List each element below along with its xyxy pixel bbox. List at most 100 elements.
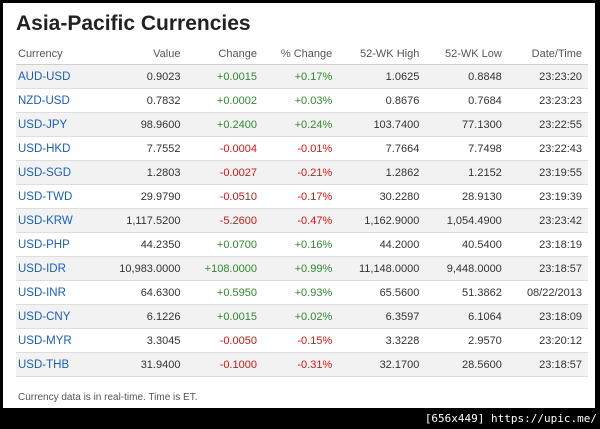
- low-cell: 77.1300: [462, 118, 502, 131]
- currency-pair-link[interactable]: USD-IDR: [18, 262, 66, 275]
- table-row: USD-JPY 98.9600 +0.2400 +0.24% 103.7400 77.13…: [16, 112, 588, 137]
- value-cell-container: 1.2803: [98, 160, 187, 185]
- table-row: NZD-USD 0.7832 +0.0002 +0.03% 0.8676 0.7684 23…: [16, 88, 588, 113]
- pct-change-cell-container: +0.93%: [262, 280, 339, 305]
- datetime-cell: 23:19:55: [539, 166, 582, 179]
- currency-pair-link[interactable]: USD-CNY: [18, 310, 71, 323]
- currency-pair-link-container: USD-MYR: [16, 328, 99, 353]
- datetime-cell: 23:18:09: [539, 310, 582, 323]
- value-cell-container: 44.2350: [98, 232, 187, 257]
- value-cell: 0.7832: [146, 94, 181, 107]
- high-cell: 44.2000: [379, 238, 420, 251]
- currency-pair-link-container: USD-CNY: [16, 304, 99, 329]
- value-cell: 7.7552: [146, 142, 181, 155]
- col-52wk-low-header: 52-WK Low: [425, 43, 508, 65]
- currency-pair-link[interactable]: AUD-USD: [18, 70, 71, 83]
- pct-change-cell: +0.16%: [294, 238, 333, 251]
- pct-change-cell: +0.99%: [294, 262, 333, 275]
- pct-change-cell: -0.31%: [297, 358, 333, 371]
- datetime-cell-container: 23:18:57: [507, 352, 588, 377]
- high-cell: 32.1700: [379, 358, 420, 371]
- currency-pair-link-container: USD-INR: [16, 280, 99, 305]
- pct-change-cell-container: -0.21%: [262, 160, 339, 185]
- pct-change-cell-container: -0.01%: [262, 136, 339, 161]
- low-cell: 51.3862: [462, 286, 502, 299]
- high-cell: 30.2280: [379, 190, 420, 203]
- currency-pair-link-container: USD-IDR: [16, 256, 99, 281]
- pct-change-cell: -0.17%: [297, 190, 333, 203]
- pct-change-cell: +0.03%: [294, 94, 333, 107]
- change-cell-container: -0.0510: [186, 184, 263, 209]
- change-cell: -0.0027: [219, 166, 257, 179]
- datetime-cell: 23:20:12: [539, 334, 582, 347]
- datetime-cell: 23:22:43: [539, 142, 582, 155]
- low-cell-container: 51.3862: [425, 280, 508, 305]
- currency-pair-link[interactable]: USD-JPY: [18, 118, 68, 131]
- high-cell: 3.3228: [385, 334, 420, 347]
- value-cell-container: 0.7832: [98, 88, 187, 113]
- currency-pair-link-container: USD-PHP: [16, 232, 99, 257]
- high-cell-container: 65.5600: [338, 280, 426, 305]
- change-cell: -5.2600: [219, 214, 257, 227]
- change-cell: -0.1000: [219, 358, 257, 371]
- value-cell-container: 10,983.0000: [98, 256, 187, 281]
- change-cell-container: +108.0000: [186, 256, 263, 281]
- table-row: USD-TWD 29.9790 -0.0510 -0.17% 30.2280 28.913…: [16, 184, 588, 209]
- change-cell-container: +0.0015: [186, 64, 263, 89]
- currency-table: Currency Value Change % Change 52-WK Hig…: [16, 43, 588, 377]
- currency-pair-link[interactable]: USD-INR: [18, 286, 66, 299]
- low-cell: 0.8848: [468, 70, 502, 83]
- currency-pair-link[interactable]: USD-THB: [18, 358, 70, 371]
- currency-pair-link-container: USD-SGD: [16, 160, 99, 185]
- low-cell-container: 1,054.4900: [425, 208, 508, 233]
- high-cell-container: 1.2862: [338, 160, 426, 185]
- currency-pair-link[interactable]: NZD-USD: [18, 94, 70, 107]
- table-row: USD-PHP 44.2350 +0.0700 +0.16% 44.2000 40.540…: [16, 232, 588, 257]
- value-cell-container: 7.7552: [98, 136, 187, 161]
- currency-pair-link-container: NZD-USD: [16, 88, 99, 113]
- value-cell-container: 29.9790: [98, 184, 187, 209]
- datetime-cell-container: 23:19:39: [507, 184, 588, 209]
- low-cell-container: 6.1064: [425, 304, 508, 329]
- currency-pair-link[interactable]: USD-KRW: [18, 214, 73, 227]
- pct-change-cell-container: +0.02%: [262, 304, 339, 329]
- datetime-cell-container: 23:22:55: [507, 112, 588, 137]
- table-header-row: Currency Value Change % Change 52-WK Hig…: [16, 43, 588, 65]
- high-cell-container: 6.3597: [338, 304, 426, 329]
- high-cell-container: 0.8676: [338, 88, 426, 113]
- value-cell: 3.3045: [146, 334, 181, 347]
- value-cell-container: 31.9400: [98, 352, 187, 377]
- change-cell-container: -0.0027: [186, 160, 263, 185]
- col-datetime-header: Date/Time: [507, 43, 588, 65]
- value-cell-container: 64.6300: [98, 280, 187, 305]
- col-value-header: Value: [98, 43, 187, 65]
- datetime-cell-container: 23:18:57: [507, 256, 588, 281]
- change-cell-container: +0.2400: [186, 112, 263, 137]
- table-row: USD-KRW 1,117.5200 -5.2600 -0.47% 1,162.9000…: [16, 208, 588, 233]
- low-cell-container: 0.7684: [425, 88, 508, 113]
- datetime-cell: 08/22/2013: [526, 286, 582, 299]
- high-cell: 7.7664: [385, 142, 420, 155]
- currency-pair-link[interactable]: USD-HKD: [18, 142, 71, 155]
- currency-pair-link[interactable]: USD-TWD: [18, 190, 73, 203]
- currency-pair-link-container: USD-THB: [16, 352, 99, 377]
- value-cell-container: 6.1226: [98, 304, 187, 329]
- value-cell: 98.9600: [140, 118, 181, 131]
- pct-change-cell: +0.93%: [294, 286, 333, 299]
- currency-pair-link[interactable]: USD-PHP: [18, 238, 70, 251]
- currency-pair-link-container: USD-TWD: [16, 184, 99, 209]
- high-cell: 11,148.0000: [358, 262, 420, 275]
- currency-pair-link[interactable]: USD-MYR: [18, 334, 72, 347]
- change-cell: +108.0000: [204, 262, 257, 275]
- currency-pair-link[interactable]: USD-SGD: [18, 166, 72, 179]
- value-cell: 64.6300: [140, 286, 181, 299]
- high-cell: 1.2862: [385, 166, 420, 179]
- low-cell: 6.1064: [468, 310, 502, 323]
- pct-change-cell: -0.47%: [297, 214, 333, 227]
- high-cell: 103.7400: [373, 118, 420, 131]
- change-cell: +0.0002: [216, 94, 257, 107]
- change-cell: +0.0015: [216, 310, 257, 323]
- low-cell: 40.5400: [462, 238, 502, 251]
- datetime-cell: 23:19:39: [539, 190, 582, 203]
- value-cell-container: 0.9023: [98, 64, 187, 89]
